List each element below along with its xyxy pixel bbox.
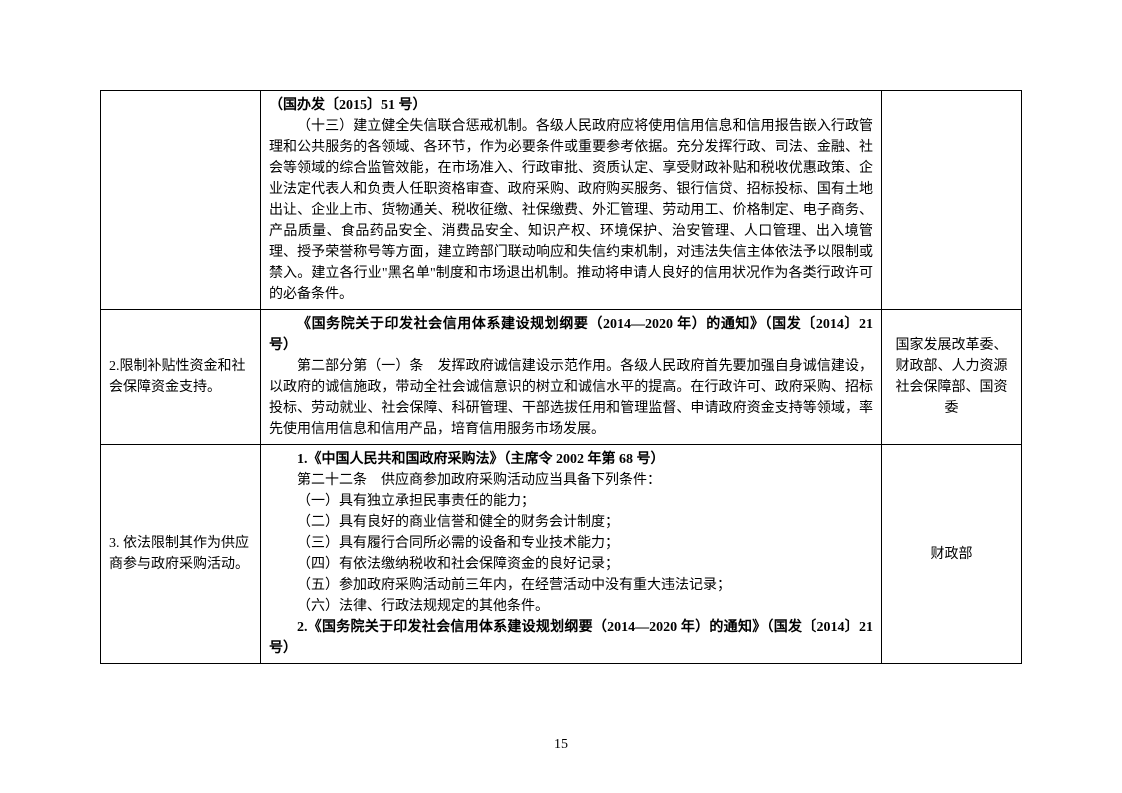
policy-table: （国办发〔2015〕51 号）（十三）建立健全失信联合惩戒机制。各级人民政府应将… — [100, 90, 1022, 664]
table-row: 2.限制补贴性资金和社会保障资金支持。《国务院关于印发社会信用体系建设规划纲要（… — [101, 310, 1022, 445]
measure-cell: 2.限制补贴性资金和社会保障资金支持。 — [101, 310, 261, 445]
measure-cell: 3. 依法限制其作为供应商参与政府采购活动。 — [101, 445, 261, 664]
paragraph: 第二十二条 供应商参加政府采购活动应当具备下列条件： — [269, 470, 873, 491]
basis-cell: 1.《中国人民共和国政府采购法》（主席令 2002 年第 68 号）第二十二条 … — [261, 445, 882, 664]
basis-cell: 《国务院关于印发社会信用体系建设规划纲要（2014—2020 年）的通知》（国发… — [261, 310, 882, 445]
paragraph: 《国务院关于印发社会信用体系建设规划纲要（2014—2020 年）的通知》（国发… — [269, 314, 873, 356]
paragraph: 1.《中国人民共和国政府采购法》（主席令 2002 年第 68 号） — [269, 449, 873, 470]
page-number: 15 — [0, 737, 1122, 753]
paragraph: （十三）建立健全失信联合惩戒机制。各级人民政府应将使用信用信息和信用报告嵌入行政… — [269, 116, 873, 305]
table-row: 3. 依法限制其作为供应商参与政府采购活动。1.《中国人民共和国政府采购法》（主… — [101, 445, 1022, 664]
paragraph: （二）具有良好的商业信誉和健全的财务会计制度； — [269, 512, 873, 533]
basis-cell: （国办发〔2015〕51 号）（十三）建立健全失信联合惩戒机制。各级人民政府应将… — [261, 91, 882, 310]
paragraph: （六）法律、行政法规规定的其他条件。 — [269, 596, 873, 617]
department-cell: 财政部 — [882, 445, 1022, 664]
department-cell: 国家发展改革委、财政部、人力资源社会保障部、国资委 — [882, 310, 1022, 445]
paragraph: （三）具有履行合同所必需的设备和专业技术能力； — [269, 533, 873, 554]
paragraph: （四）有依法缴纳税收和社会保障资金的良好记录； — [269, 554, 873, 575]
measure-cell — [101, 91, 261, 310]
paragraph: （国办发〔2015〕51 号） — [269, 95, 873, 116]
paragraph: 第二部分第（一）条 发挥政府诚信建设示范作用。各级人民政府首先要加强自身诚信建设… — [269, 356, 873, 440]
table-row: （国办发〔2015〕51 号）（十三）建立健全失信联合惩戒机制。各级人民政府应将… — [101, 91, 1022, 310]
paragraph: 2.《国务院关于印发社会信用体系建设规划纲要（2014—2020 年）的通知》（… — [269, 617, 873, 659]
paragraph: （一）具有独立承担民事责任的能力； — [269, 491, 873, 512]
paragraph: （五）参加政府采购活动前三年内，在经营活动中没有重大违法记录； — [269, 575, 873, 596]
department-cell — [882, 91, 1022, 310]
